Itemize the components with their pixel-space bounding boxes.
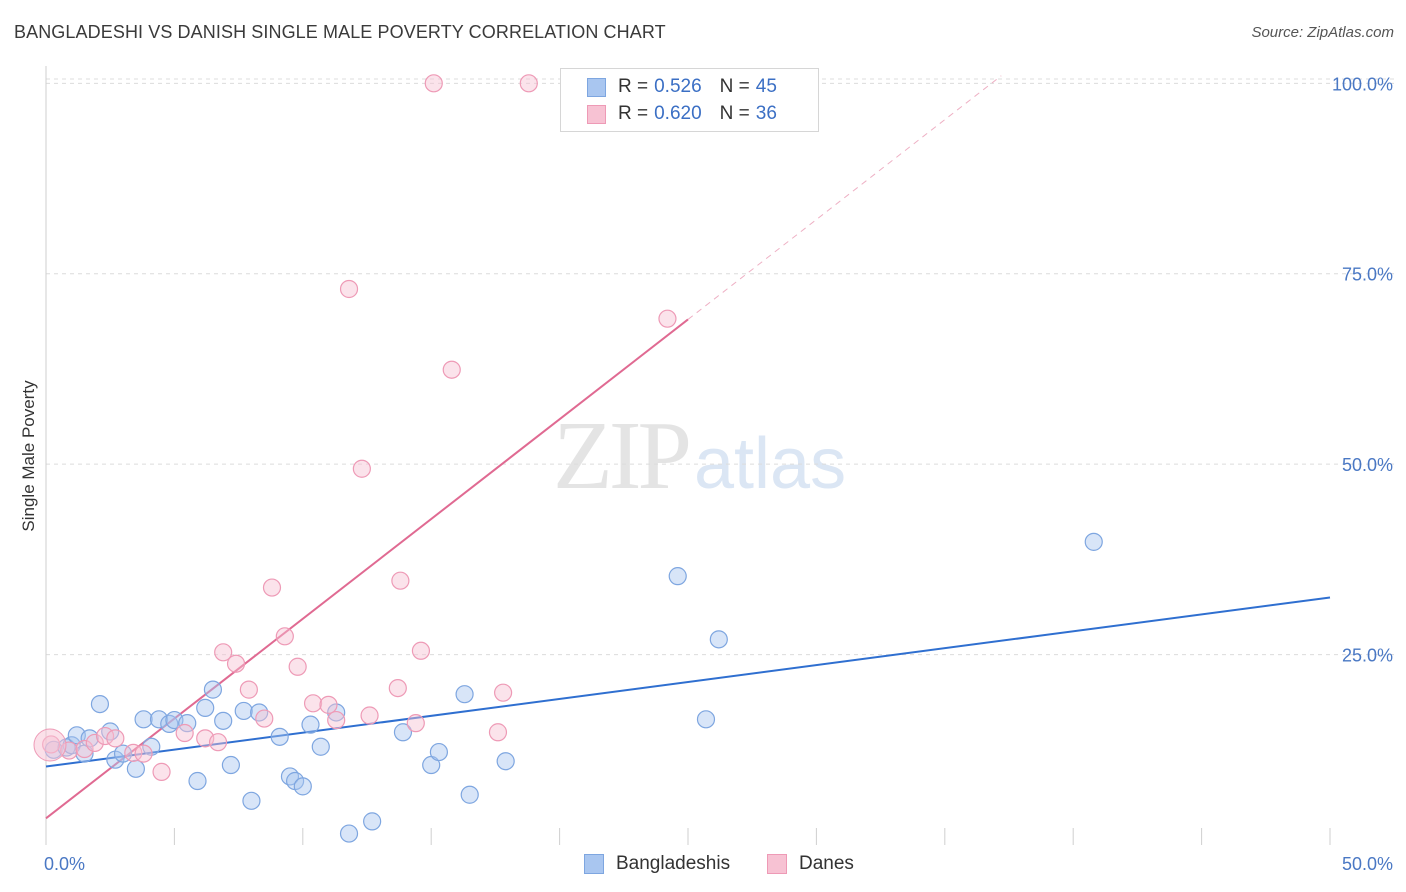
point-danes bbox=[255, 709, 274, 728]
legend-row-bangladeshis: R = 0.526 N = 45 bbox=[587, 75, 777, 99]
x-tick-label: 0.0% bbox=[44, 854, 85, 874]
point-bangladeshis bbox=[214, 711, 233, 730]
point-danes bbox=[303, 694, 323, 713]
y-tick-label: 50.0% bbox=[1342, 455, 1393, 475]
point-bangladeshis bbox=[1084, 532, 1103, 551]
bottom-legend-bangladeshis: Bangladeshis bbox=[584, 852, 730, 876]
point-danes bbox=[175, 723, 194, 743]
point-danes bbox=[262, 578, 282, 597]
point-danes bbox=[214, 643, 233, 662]
point-bangladeshis bbox=[327, 703, 346, 722]
point-layer bbox=[33, 74, 1103, 843]
point-bangladeshis bbox=[668, 567, 687, 586]
point-bangladeshis bbox=[149, 710, 169, 729]
grid-layer bbox=[46, 78, 1395, 656]
point-danes bbox=[75, 739, 94, 759]
bottom-legend-swatch-danes bbox=[767, 854, 787, 874]
point-danes bbox=[134, 744, 153, 763]
point-danes bbox=[488, 723, 508, 742]
point-bangladeshis bbox=[113, 744, 133, 763]
point-danes bbox=[208, 733, 228, 752]
point-danes bbox=[352, 459, 371, 478]
point-bangladeshis bbox=[339, 824, 359, 843]
point-bangladeshis bbox=[311, 737, 330, 756]
legend-r-value: 0.620 bbox=[654, 103, 702, 124]
point-danes bbox=[319, 695, 338, 714]
point-bangladeshis bbox=[142, 737, 161, 756]
point-bangladeshis bbox=[242, 791, 261, 810]
point-bangladeshis bbox=[196, 698, 215, 717]
point-bangladeshis bbox=[203, 680, 223, 699]
y-tick-label: 100.0% bbox=[1332, 74, 1393, 94]
trend-layer bbox=[45, 75, 1331, 820]
y-axis-label: Single Male Poverty bbox=[19, 380, 38, 532]
point-bangladeshis bbox=[188, 771, 207, 791]
point-bangladeshis bbox=[363, 812, 382, 831]
y-tick-label: 25.0% bbox=[1342, 646, 1393, 666]
point-bangladeshis bbox=[496, 752, 515, 771]
legend-n-value: 36 bbox=[755, 103, 777, 124]
legend-row-danes: R = 0.620 N = 36 bbox=[587, 102, 777, 126]
bottom-legend-swatch-bangladeshis bbox=[584, 854, 604, 874]
legend-r-label: R = bbox=[618, 103, 649, 124]
point-danes-cluster bbox=[33, 728, 67, 762]
point-danes bbox=[658, 309, 677, 328]
source-label: Source: ZipAtlas.com bbox=[1251, 24, 1394, 41]
point-danes bbox=[406, 714, 425, 733]
label-layer: 25.0% 50.0% 75.0% 100.0% 0.0% 50.0% Single Mal… bbox=[19, 74, 1393, 874]
point-bangladeshis bbox=[126, 759, 145, 778]
point-danes bbox=[360, 706, 379, 725]
point-danes bbox=[442, 360, 461, 379]
point-danes bbox=[327, 710, 346, 730]
correlation-legend: R = 0.526 N = 45 R = 0.620 N = 36 bbox=[560, 68, 819, 132]
trendline-danes-extension bbox=[687, 75, 1002, 320]
point-danes bbox=[494, 683, 513, 702]
point-bangladeshis bbox=[429, 742, 449, 762]
point-bangladeshis bbox=[134, 710, 153, 729]
point-danes bbox=[85, 733, 104, 753]
legend-r-label: R = bbox=[618, 76, 649, 97]
point-bangladeshis bbox=[393, 723, 413, 742]
legend-swatch-danes bbox=[587, 104, 606, 124]
point-bangladeshis bbox=[234, 701, 253, 721]
bottom-legend-label-bangladeshis: Bangladeshis bbox=[616, 853, 731, 874]
point-danes bbox=[239, 680, 258, 699]
x-tick-label: 50.0% bbox=[1342, 854, 1393, 874]
point-danes bbox=[226, 654, 246, 673]
point-bangladeshis bbox=[709, 630, 728, 649]
point-danes bbox=[275, 627, 294, 646]
point-danes bbox=[388, 678, 407, 698]
point-bangladeshis bbox=[270, 727, 289, 746]
point-bangladeshis bbox=[293, 777, 312, 796]
y-tick-label: 75.0% bbox=[1342, 265, 1393, 285]
point-bangladeshis bbox=[221, 755, 240, 775]
point-bangladeshis bbox=[460, 785, 479, 804]
point-danes bbox=[288, 657, 307, 676]
legend-n-label: N = bbox=[719, 103, 750, 124]
trendline-danes bbox=[45, 318, 689, 820]
point-danes bbox=[519, 74, 538, 93]
bottom-legend-danes: Danes bbox=[767, 852, 854, 876]
axis-layer bbox=[45, 66, 1331, 845]
point-danes bbox=[152, 762, 171, 781]
point-bangladeshis bbox=[696, 710, 716, 729]
legend-n-value: 45 bbox=[755, 76, 777, 97]
point-bangladeshis bbox=[455, 685, 474, 704]
point-danes bbox=[339, 279, 359, 299]
point-danes bbox=[424, 74, 443, 93]
point-danes bbox=[106, 729, 125, 748]
chart-title: BANGLADESHI VS DANISH SINGLE MALE POVERT… bbox=[14, 22, 666, 42]
point-bangladeshis bbox=[301, 715, 320, 734]
legend-n-label: N = bbox=[719, 76, 750, 97]
trendline-bangladeshis bbox=[45, 596, 1331, 768]
bottom-legend-label-danes: Danes bbox=[799, 853, 854, 874]
legend-r-value: 0.526 bbox=[654, 76, 702, 97]
point-danes bbox=[391, 571, 410, 590]
legend-swatch-bangladeshis bbox=[587, 77, 606, 97]
point-danes bbox=[124, 743, 143, 762]
point-danes bbox=[411, 641, 431, 660]
point-bangladeshis bbox=[90, 694, 110, 714]
